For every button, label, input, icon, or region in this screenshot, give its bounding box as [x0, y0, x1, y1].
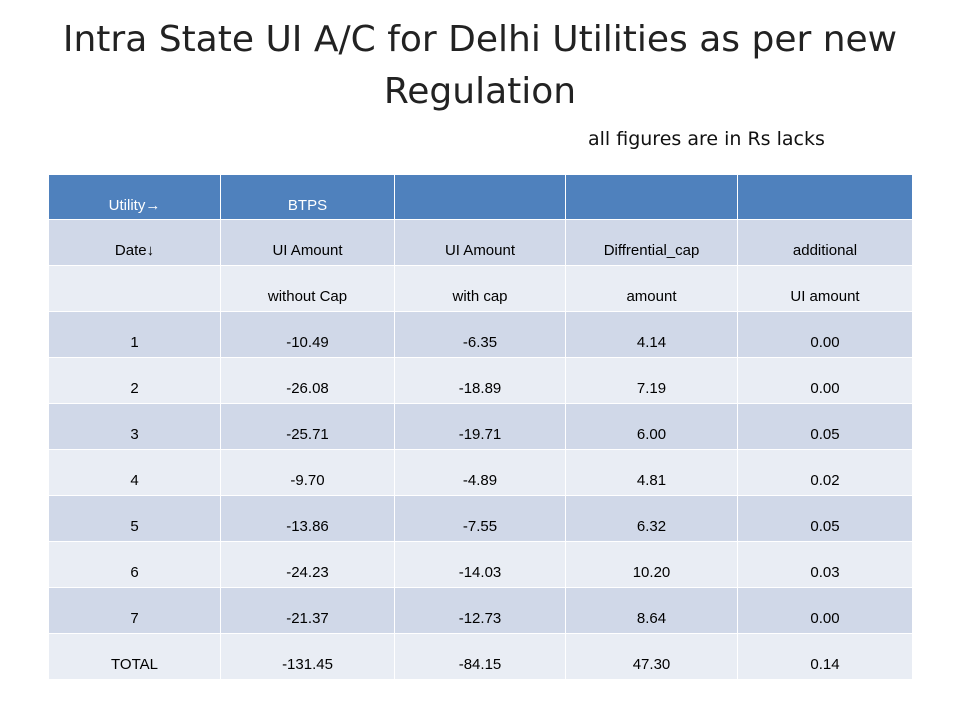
sub-header-cell [48, 265, 221, 312]
differential-cap-cell: 6.00 [565, 403, 738, 450]
total-ui-with-cap-cell: -84.15 [394, 633, 566, 680]
sub-header-cell: UI Amount [394, 219, 566, 266]
ui-with-cap-cell: -14.03 [394, 541, 566, 588]
table-row: 7 -21.37 -12.73 8.64 0.00 [48, 587, 913, 634]
differential-cap-cell: 7.19 [565, 357, 738, 404]
ui-without-cap-cell: -13.86 [220, 495, 395, 542]
header-cell-empty [737, 174, 913, 220]
total-label-cell: TOTAL [48, 633, 221, 680]
additional-ui-cell: 0.05 [737, 495, 913, 542]
ui-with-cap-cell: -4.89 [394, 449, 566, 496]
ui-account-table: Utility→ BTPS Date↓ UI Amount UI Amount … [48, 174, 913, 680]
date-cell: 3 [48, 403, 221, 450]
table-row: 4 -9.70 -4.89 4.81 0.02 [48, 449, 913, 496]
date-cell: 7 [48, 587, 221, 634]
ui-with-cap-cell: -19.71 [394, 403, 566, 450]
header-cell-btps: BTPS [220, 174, 395, 220]
total-additional-ui-cell: 0.14 [737, 633, 913, 680]
ui-without-cap-cell: -24.23 [220, 541, 395, 588]
additional-ui-cell: 0.02 [737, 449, 913, 496]
additional-ui-cell: 0.00 [737, 587, 913, 634]
sub-header-row: Date↓ UI Amount UI Amount Diffrential_ca… [48, 219, 913, 266]
header-cell-utility: Utility→ [48, 174, 221, 220]
sub-header-cell: UI Amount [220, 219, 395, 266]
table-row: 3 -25.71 -19.71 6.00 0.05 [48, 403, 913, 450]
table-row: 2 -26.08 -18.89 7.19 0.00 [48, 357, 913, 404]
sub-header-row: without Cap with cap amount UI amount [48, 265, 913, 312]
ui-without-cap-cell: -25.71 [220, 403, 395, 450]
differential-cap-cell: 8.64 [565, 587, 738, 634]
sub-header-cell: amount [565, 265, 738, 312]
sub-header-cell: without Cap [220, 265, 395, 312]
ui-with-cap-cell: -6.35 [394, 311, 566, 358]
differential-cap-cell: 10.20 [565, 541, 738, 588]
differential-cap-cell: 4.81 [565, 449, 738, 496]
ui-with-cap-cell: -12.73 [394, 587, 566, 634]
ui-with-cap-cell: -7.55 [394, 495, 566, 542]
sub-header-cell: Date↓ [48, 219, 221, 266]
units-note: all figures are in Rs lacks [588, 128, 825, 150]
additional-ui-cell: 0.05 [737, 403, 913, 450]
table-row: 1 -10.49 -6.35 4.14 0.00 [48, 311, 913, 358]
total-differential-cap-cell: 47.30 [565, 633, 738, 680]
ui-without-cap-cell: -21.37 [220, 587, 395, 634]
table-row: 6 -24.23 -14.03 10.20 0.03 [48, 541, 913, 588]
date-cell: 6 [48, 541, 221, 588]
additional-ui-cell: 0.00 [737, 357, 913, 404]
additional-ui-cell: 0.03 [737, 541, 913, 588]
differential-cap-cell: 4.14 [565, 311, 738, 358]
date-cell: 1 [48, 311, 221, 358]
total-row: TOTAL -131.45 -84.15 47.30 0.14 [48, 633, 913, 680]
header-cell-empty [394, 174, 566, 220]
ui-without-cap-cell: -26.08 [220, 357, 395, 404]
sub-header-cell: with cap [394, 265, 566, 312]
date-cell: 4 [48, 449, 221, 496]
date-cell: 5 [48, 495, 221, 542]
table-header-row: Utility→ BTPS [48, 174, 913, 220]
ui-without-cap-cell: -9.70 [220, 449, 395, 496]
table-row: 5 -13.86 -7.55 6.32 0.05 [48, 495, 913, 542]
sub-header-cell: Diffrential_cap [565, 219, 738, 266]
date-cell: 2 [48, 357, 221, 404]
header-cell-empty [565, 174, 738, 220]
additional-ui-cell: 0.00 [737, 311, 913, 358]
sub-header-cell: UI amount [737, 265, 913, 312]
differential-cap-cell: 6.32 [565, 495, 738, 542]
page-title: Intra State UI A/C for Delhi Utilities a… [62, 19, 898, 112]
ui-with-cap-cell: -18.89 [394, 357, 566, 404]
sub-header-cell: additional [737, 219, 913, 266]
total-ui-without-cap-cell: -131.45 [220, 633, 395, 680]
ui-without-cap-cell: -10.49 [220, 311, 395, 358]
